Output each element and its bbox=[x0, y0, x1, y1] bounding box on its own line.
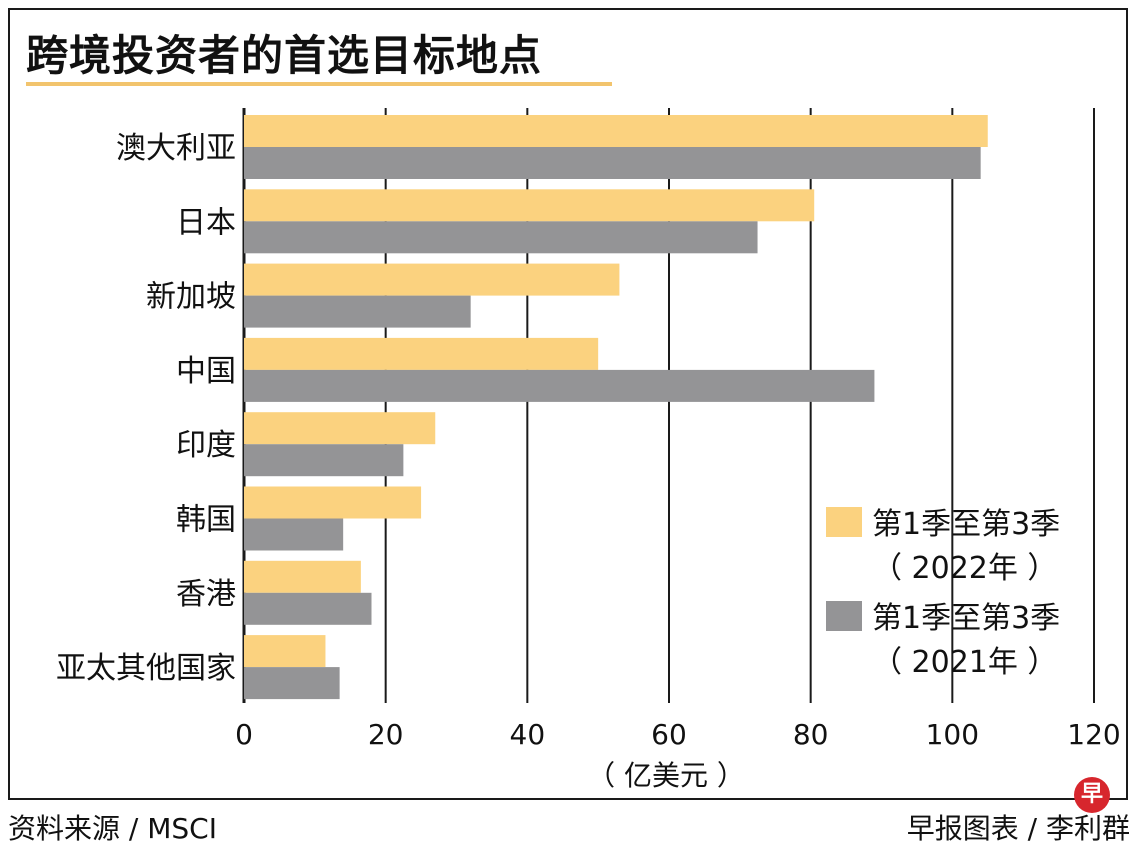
bars bbox=[244, 115, 988, 700]
legend-label: 第1季至第3季 bbox=[872, 601, 1060, 636]
category-label: 中国 bbox=[176, 354, 236, 389]
bar-中国-2022 bbox=[244, 337, 599, 370]
x-tick-label: 80 bbox=[793, 718, 829, 751]
bar-亚太其他国家-2022 bbox=[244, 635, 326, 668]
bar-澳大利亚-2022 bbox=[244, 115, 988, 147]
category-label: 新加坡 bbox=[146, 280, 236, 315]
x-tick-label: 60 bbox=[651, 718, 687, 751]
category-label: 香港 bbox=[176, 577, 236, 612]
bar-韩国-2022 bbox=[244, 486, 422, 519]
bar-日本-2022 bbox=[244, 189, 815, 222]
legend-swatch bbox=[826, 507, 862, 537]
bar-香港-2021 bbox=[244, 592, 372, 625]
bar-新加坡-2022 bbox=[244, 263, 620, 296]
bar-新加坡-2021 bbox=[244, 295, 471, 328]
x-tick-label: 20 bbox=[368, 718, 404, 751]
bar-印度-2022 bbox=[244, 412, 436, 445]
x-axis-unit-label: （ 亿美元 ） bbox=[587, 759, 745, 792]
legend-label: 第1季至第3季 bbox=[872, 507, 1060, 542]
bar-韩国-2021 bbox=[244, 518, 344, 551]
category-label: 韩国 bbox=[176, 503, 236, 538]
bar-香港-2022 bbox=[244, 560, 361, 593]
title-underline bbox=[26, 82, 612, 86]
category-label: 澳大利亚 bbox=[116, 131, 236, 166]
bar-印度-2021 bbox=[244, 444, 404, 477]
x-tick-label: 0 bbox=[235, 718, 253, 751]
bar-亚太其他国家-2021 bbox=[244, 667, 340, 700]
credit-note: 早报图表 / 李利群 bbox=[906, 812, 1130, 845]
x-tick-label: 100 bbox=[926, 718, 979, 751]
x-tick-label: 40 bbox=[510, 718, 546, 751]
legend-swatch bbox=[826, 601, 862, 631]
chart-title: 跨境投资者的首选目标地点 bbox=[26, 31, 543, 80]
source-note: 资料来源 / MSCI bbox=[8, 812, 217, 845]
x-tick-labels: 0 20 40 60 80 100 120 bbox=[235, 718, 1121, 751]
x-tick-label: 120 bbox=[1067, 718, 1120, 751]
legend-label: （ 2022年 ） bbox=[872, 551, 1057, 586]
bar-中国-2021 bbox=[244, 369, 875, 402]
legend: 第1季至第3季 （ 2022年 ） 第1季至第3季 （ 2021年 ） bbox=[826, 507, 1060, 680]
category-label: 亚太其他国家 bbox=[56, 651, 236, 686]
bar-日本-2021 bbox=[244, 221, 758, 254]
category-label: 日本 bbox=[176, 205, 236, 240]
bar-澳大利亚-2021 bbox=[244, 147, 981, 179]
legend-label: （ 2021年 ） bbox=[872, 645, 1057, 680]
category-label: 印度 bbox=[176, 428, 236, 463]
zaobao-logo: 早 bbox=[1074, 777, 1110, 813]
